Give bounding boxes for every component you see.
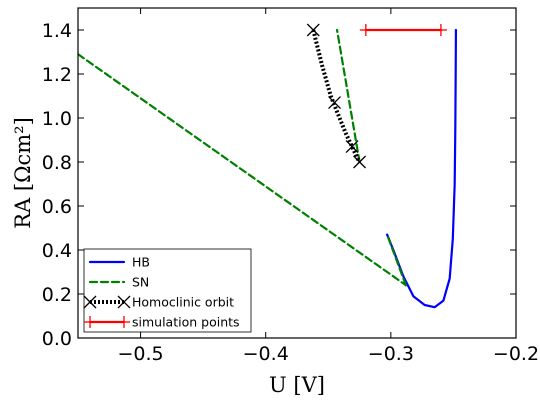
legend-homoclinic-orbit-marker <box>83 295 97 309</box>
legend-sn-label: SN <box>132 275 149 290</box>
y-tick-label: 1.2 <box>42 64 72 86</box>
x-axis-label: U [V] <box>269 373 325 397</box>
y-tick-label: 0.4 <box>42 240 72 262</box>
series-sn-line <box>335 28 361 164</box>
series-homoclinic-orbit-marker <box>306 23 320 37</box>
series-homoclinic-orbit-marker <box>353 155 367 169</box>
series-homoclinic-orbit-marker <box>345 140 359 154</box>
y-tick-label: 0.6 <box>42 196 72 218</box>
series-homoclinic-orbit-line <box>311 29 362 163</box>
legend-hb-label: HB <box>132 255 150 270</box>
series-sn-line <box>386 233 407 287</box>
series-sn-line <box>78 53 407 287</box>
y-tick-label: 0.8 <box>42 152 72 174</box>
plot-frame <box>77 7 517 339</box>
x-tick-label: −0.4 <box>243 343 289 365</box>
legend-homoclinic-orbit-marker <box>117 295 131 309</box>
y-tick-label: 1.4 <box>42 20 72 42</box>
y-tick-label: 0.0 <box>42 328 72 350</box>
legend-homoclinic-orbit-label: Homoclinic orbit <box>132 295 234 310</box>
series-layer <box>78 23 458 309</box>
series-hb-line <box>386 28 458 309</box>
ticks-layer: −0.5 −0.4 −0.3 −0.2 0.0 0.2 0.4 0.6 0.8 1.0 1.2 1.4 <box>42 8 539 365</box>
x-tick-label: −0.2 <box>493 343 539 365</box>
x-tick-label: −0.3 <box>368 343 414 365</box>
legend-simulation-points-label: simulation points <box>132 315 240 330</box>
x-tick-label: −0.5 <box>118 343 164 365</box>
series-homoclinic-orbit-marker <box>328 96 342 110</box>
y-axis-label: RA [Ωcm²] <box>11 117 35 229</box>
legend: HB SN Homoclinic orbit simulation points <box>83 248 252 333</box>
y-tick-label: 1.0 <box>42 108 72 130</box>
y-tick-label: 0.2 <box>42 284 72 306</box>
